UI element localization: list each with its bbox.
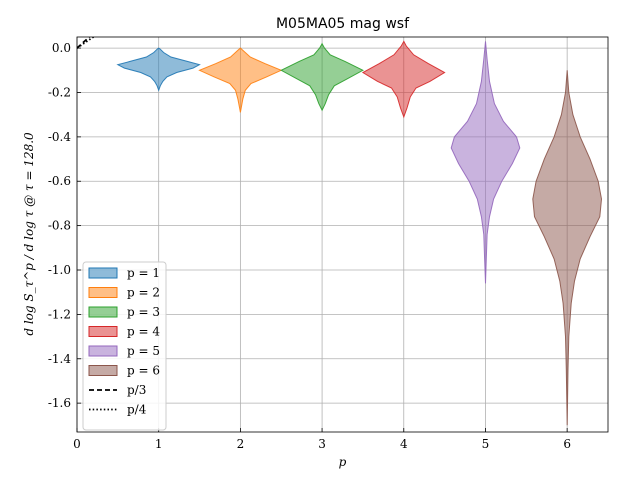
y-axis-ticks: 0.0 -0.2 -0.4 -0.6 -0.8 -1.0 -1.2 -1.4 -1.6 [48, 41, 81, 410]
violin-body [280, 42, 364, 112]
legend-label: p = 2 [127, 286, 160, 300]
legend-label: p = 1 [127, 266, 160, 280]
y-tick-label: -0.4 [48, 130, 72, 144]
y-tick-label: -1.6 [48, 396, 71, 410]
y-tick-label: -0.2 [48, 85, 71, 99]
legend-swatch [88, 267, 118, 279]
x-axis-ticks: 0 1 2 3 4 5 6 [73, 428, 571, 451]
plot-frame [76, 36, 609, 433]
violin-body [532, 70, 603, 426]
legend-swatch [88, 345, 118, 357]
violin-body [116, 47, 201, 92]
y-tick-label: 0.0 [52, 41, 71, 55]
legend-label: p = 3 [127, 305, 160, 319]
chart-title: M05MA05 mag wsf [276, 16, 410, 32]
y-tick-label: -1.2 [48, 307, 71, 321]
y-tick-label: -0.6 [48, 174, 71, 188]
y-tick-label: -1.0 [48, 263, 71, 277]
x-tick-label: 0 [73, 437, 81, 451]
x-axis-label: p [339, 455, 347, 469]
legend-label: p = 4 [127, 325, 160, 339]
x-tick-label: 6 [563, 437, 571, 451]
legend-label: p/4 [127, 403, 147, 417]
y-tick-label: -0.8 [48, 219, 71, 233]
legend-swatch [88, 365, 118, 376]
x-tick-label: 5 [482, 437, 490, 451]
legend-swatch [88, 287, 118, 298]
legend-label: p = 5 [127, 344, 160, 358]
reference-line [77, 37, 95, 49]
violins [116, 40, 603, 426]
x-tick-label: 1 [155, 437, 163, 451]
x-tick-label: 3 [318, 437, 326, 451]
violin-body [450, 41, 521, 284]
legend-swatch [88, 326, 118, 337]
y-axis-label: d log S_τ^p / d log τ @ τ = 128.0 [22, 132, 36, 336]
y-tick-label: -1.4 [48, 352, 72, 366]
x-tick-label: 2 [237, 437, 245, 451]
legend-label: p = 6 [127, 364, 160, 378]
x-tick-label: 4 [400, 437, 408, 451]
legend-box [82, 261, 167, 431]
violin-body [198, 47, 283, 113]
legend: p = 1 p = 2 p = 3 p = 4 p = 5 p = 6 p/3 p/4 [82, 261, 167, 431]
legend-swatch [88, 306, 118, 318]
violin-body [361, 40, 446, 119]
legend-label: p/3 [127, 383, 146, 397]
